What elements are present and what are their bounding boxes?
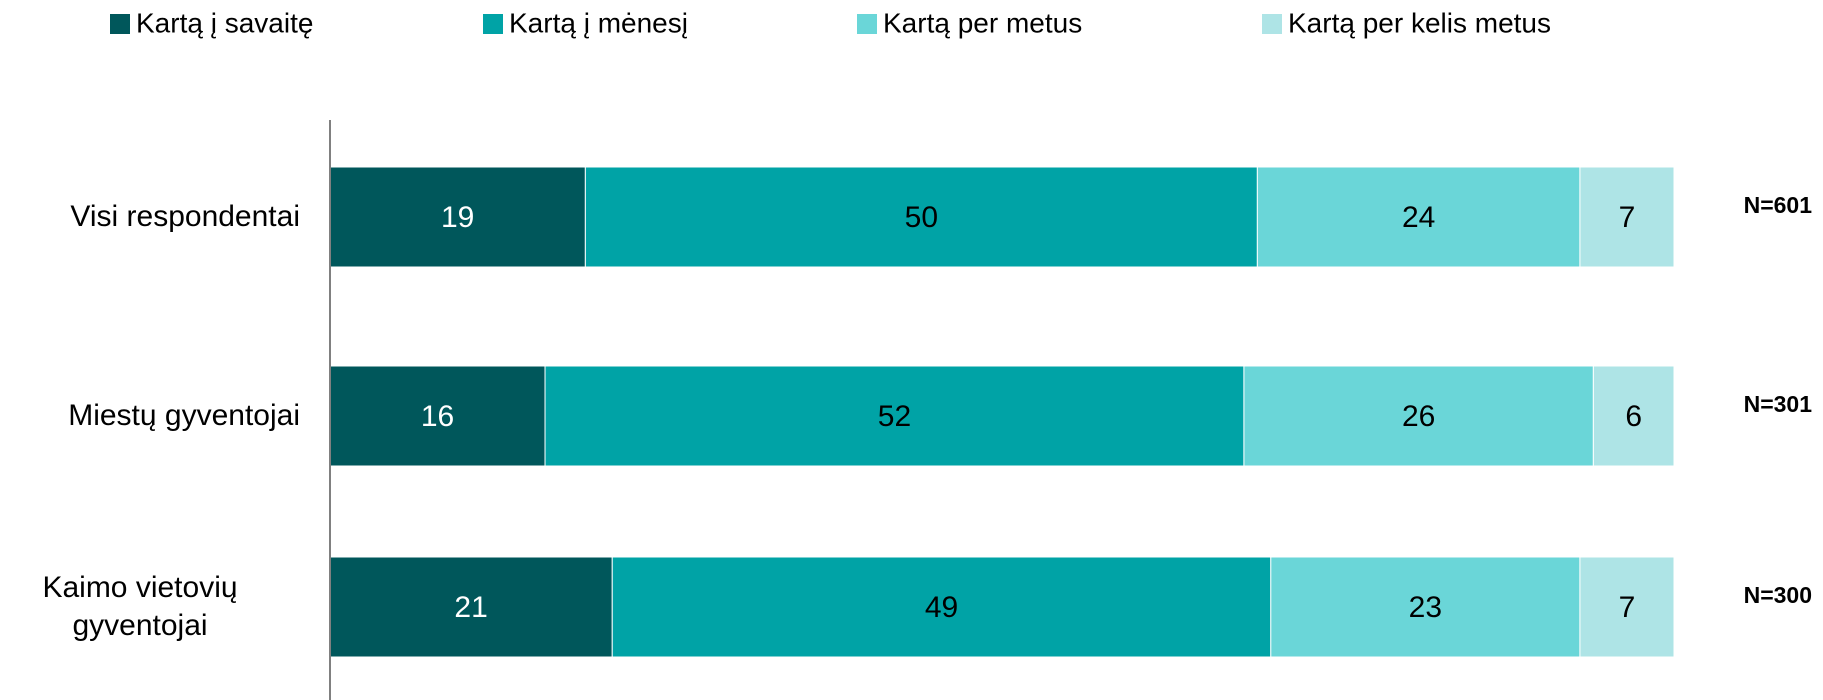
category-label: Kaimo vietovių gyventojai	[0, 569, 300, 645]
data-label: 21	[454, 591, 487, 624]
category-label: Visi respondentai	[0, 198, 300, 236]
bar-segment	[329, 556, 613, 658]
data-label: 49	[925, 591, 958, 624]
legend-label: Kartą į savaitę	[136, 7, 313, 38]
legend-swatch	[483, 14, 503, 34]
bar-segment	[611, 556, 1272, 658]
bar-segment	[1270, 556, 1581, 658]
data-label: 7	[1619, 591, 1636, 624]
bar-segment	[329, 365, 546, 467]
bar-segment	[1592, 365, 1675, 467]
legend-label: Kartą per metus	[883, 7, 1082, 38]
bar-segment	[1579, 166, 1675, 268]
bar-segment	[329, 166, 586, 268]
bar-segment	[1579, 556, 1675, 658]
data-label: 6	[1625, 400, 1642, 433]
data-label: 23	[1409, 591, 1442, 624]
legend-label: Kartą į mėnesį	[509, 7, 688, 38]
data-label: 19	[441, 201, 474, 234]
n-annotation: N=301	[1744, 391, 1813, 417]
data-label: 50	[905, 201, 938, 234]
data-label: 52	[878, 400, 911, 433]
category-label: Miestų gyventojai	[0, 397, 300, 435]
category-text: Visi respondentai	[70, 200, 300, 233]
legend-swatch	[857, 14, 877, 34]
legend-swatch	[1262, 14, 1282, 34]
bar-segment	[544, 365, 1245, 467]
legend-swatch	[110, 14, 130, 34]
data-label: 24	[1402, 201, 1435, 234]
data-label: 26	[1402, 400, 1435, 433]
category-text: Kaimo vietovių gyventojai	[42, 571, 238, 642]
category-text: Miestų gyventojai	[68, 399, 300, 432]
bar-segment	[1243, 365, 1594, 467]
bar-segment	[584, 166, 1258, 268]
n-annotation: N=300	[1744, 582, 1812, 608]
data-label: 7	[1619, 201, 1636, 234]
legend-label: Kartą per kelis metus	[1288, 7, 1551, 38]
data-label: 16	[421, 400, 454, 433]
bar-segment	[1256, 166, 1581, 268]
n-annotation: N=601	[1744, 192, 1813, 218]
